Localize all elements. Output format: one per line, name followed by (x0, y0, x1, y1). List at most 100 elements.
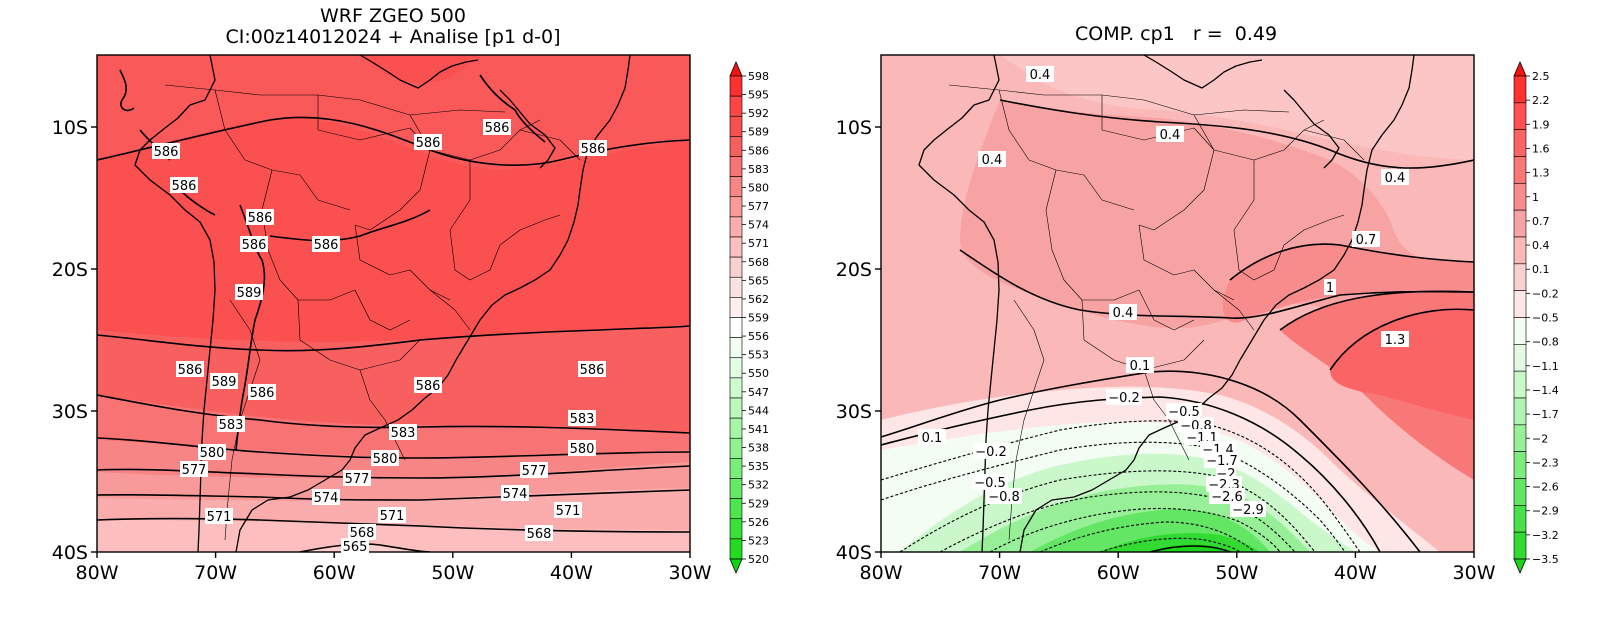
contour-label-bg (1209, 488, 1245, 504)
colorbar-label: −3.2 (1532, 529, 1559, 542)
contour-label-bg (972, 474, 1008, 490)
contour-label: 586 (314, 238, 339, 253)
colorbar-label: 559 (748, 312, 769, 325)
contour-label: 0.1 (1130, 359, 1151, 374)
contour-label-bg (176, 361, 204, 377)
colorbar-swatch (729, 176, 743, 198)
colorbar-label: 571 (748, 237, 769, 250)
right-y-axis: 10S 20S 30S 40S (836, 117, 881, 564)
colorbar-swatch (1513, 290, 1527, 318)
colorbar-label: 595 (748, 89, 769, 102)
contour-label-bg (414, 134, 442, 150)
colorbar-swatch (1513, 424, 1527, 452)
colorbar-label: 541 (748, 423, 769, 436)
contour-label: 586 (581, 142, 606, 157)
left-contour-labels: 586 586 586 586 586 586 586 586 589 586 589 586 586 5… (152, 119, 607, 555)
colorbar-min-arrow (729, 558, 743, 575)
colorbar-label: 1.3 (1532, 167, 1550, 180)
x-tick-label: 70W (978, 562, 1021, 584)
contour-label: 589 (212, 375, 237, 390)
right-title: COMP. cp1 r = 0.49 (1075, 23, 1277, 45)
colorbar-label: −0.5 (1532, 312, 1559, 325)
contour-label: −2.9 (1232, 503, 1264, 518)
x-tick-label: 40W (1334, 562, 1377, 584)
colorbar-label: −0.8 (1532, 336, 1559, 349)
left-title-line2: CI:00z14012024 + Analise [p1 d-0] (225, 26, 560, 48)
colorbar-label: 589 (748, 126, 769, 139)
colorbar-label: 580 (748, 181, 769, 194)
contour-label: 586 (416, 379, 441, 394)
contour-label: −0.2 (1108, 391, 1140, 406)
colorbar-label: 553 (748, 349, 769, 362)
colorbar-swatch (729, 437, 743, 459)
y-tick-label: 10S (52, 117, 88, 139)
contour-label-bg (378, 507, 406, 523)
colorbar-swatch (729, 498, 743, 520)
contour-label-bg (1230, 501, 1266, 517)
contour-label-bg (554, 502, 582, 518)
contour-label: 0.4 (1385, 171, 1406, 186)
contour-label-bg (198, 444, 226, 460)
right-map-frame (880, 54, 1475, 553)
colorbar-label: 2.5 (1532, 70, 1550, 83)
x-tick-label: 30W (669, 562, 712, 584)
contour-label: 583 (219, 418, 244, 433)
colorbar-max-arrow (1513, 60, 1527, 77)
contour-label: 0.4 (982, 153, 1003, 168)
colorbar-swatch (1513, 505, 1527, 533)
contour-label-bg (520, 462, 548, 478)
y-tick-label: 20S (52, 259, 88, 281)
colorbar-swatch (729, 417, 743, 439)
contour-label: 583 (391, 426, 416, 441)
colorbar-swatch (729, 317, 743, 338)
colorbar-swatch (729, 75, 743, 97)
colorbar-swatch (1513, 236, 1527, 265)
contour-label-bg (343, 470, 371, 486)
contour-label: 565 (343, 540, 368, 555)
contour-label: 586 (485, 121, 510, 136)
y-tick-label: 30S (52, 401, 88, 423)
colorbar-label: 577 (748, 200, 769, 213)
contour-label-bg (414, 377, 442, 393)
colorbar-label: 562 (748, 293, 769, 306)
contour-label: 1 (1326, 281, 1334, 296)
colorbar-label: −0.2 (1532, 287, 1559, 300)
colorbar-label: 586 (748, 144, 769, 157)
contour-label-bg (578, 361, 606, 377)
contour-label-bg (180, 461, 208, 477)
colorbar-swatch (729, 156, 743, 177)
colorbar-label: 547 (748, 386, 769, 399)
contour-label: 580 (200, 446, 225, 461)
contour-label-bg (1109, 304, 1137, 320)
contour-label: 571 (380, 509, 405, 524)
contour-label: 0.4 (1113, 306, 1134, 321)
colorbar-swatch (1513, 451, 1527, 479)
contour-label-bg (205, 508, 233, 524)
contour-label-bg (170, 177, 198, 193)
contour-label-bg (217, 416, 245, 432)
colorbar-swatch (1513, 370, 1527, 399)
colorbar-swatch (729, 538, 743, 560)
right-contour-labels: 0.4 0.4 0.4 0.4 0.7 1 1.3 0.4 0.1 0.1 −0.2 −0.2 −0.5… (918, 66, 1409, 518)
colorbar-label: 523 (748, 534, 769, 547)
contour-label: 583 (570, 412, 595, 427)
contour-label: 568 (350, 526, 375, 541)
contour-label-bg (1381, 169, 1409, 185)
colorbar-swatch (1513, 344, 1527, 372)
contour-label-bg (312, 489, 340, 505)
colorbar-label: 592 (748, 107, 769, 120)
colorbar-swatch (729, 216, 743, 238)
colorbar-swatch (729, 256, 743, 278)
x-tick-label: 50W (431, 562, 474, 584)
colorbar-swatch (1513, 478, 1527, 506)
colorbar-swatch (1513, 209, 1527, 238)
contour-label-bg (152, 143, 180, 159)
contour-label-bg (1352, 231, 1380, 247)
colorbar-swatch (1513, 531, 1527, 560)
colorbar-label: −2.3 (1532, 456, 1559, 469)
colorbar-swatch (729, 297, 743, 318)
contour-label-bg (525, 525, 553, 541)
contour-label-bg (568, 440, 596, 456)
colorbar-label: 1 (1532, 191, 1539, 204)
contour-label-bg (978, 151, 1006, 167)
